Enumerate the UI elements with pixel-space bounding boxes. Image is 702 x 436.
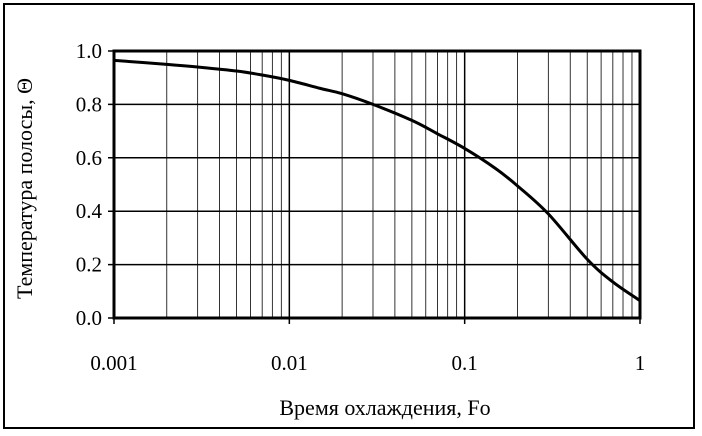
y-tick-labels: 0.0 0.2 0.4 0.6 0.8 1.0 [76, 39, 103, 330]
x-tick-label: 0.01 [271, 351, 308, 375]
x-tick-label: 0.001 [90, 351, 137, 375]
chart-frame [3, 3, 695, 429]
series-line [113, 58, 641, 302]
x-tick-label: 1 [635, 351, 646, 375]
y-axis-title-symbol: Θ [12, 78, 37, 94]
y-axis-title-text: Температура полосы, [12, 94, 37, 299]
x-tick-labels: 0.001 0.01 0.1 1 [90, 351, 645, 375]
x-axis-title: Время охлаждения, Fo [279, 395, 490, 420]
plot-area-border [112, 49, 642, 320]
y-tick-label: 0.0 [76, 306, 102, 330]
y-tick-label: 0.8 [76, 92, 102, 116]
y-tick-label: 1.0 [76, 39, 102, 63]
y-tick-label: 0.2 [76, 253, 102, 277]
grid [108, 50, 641, 324]
y-tick-label: 0.4 [76, 199, 103, 223]
y-tick-label: 0.6 [76, 146, 102, 170]
x-tick-label: 0.1 [452, 351, 478, 375]
y-axis-title: Температура полосы, Θ [12, 78, 37, 299]
